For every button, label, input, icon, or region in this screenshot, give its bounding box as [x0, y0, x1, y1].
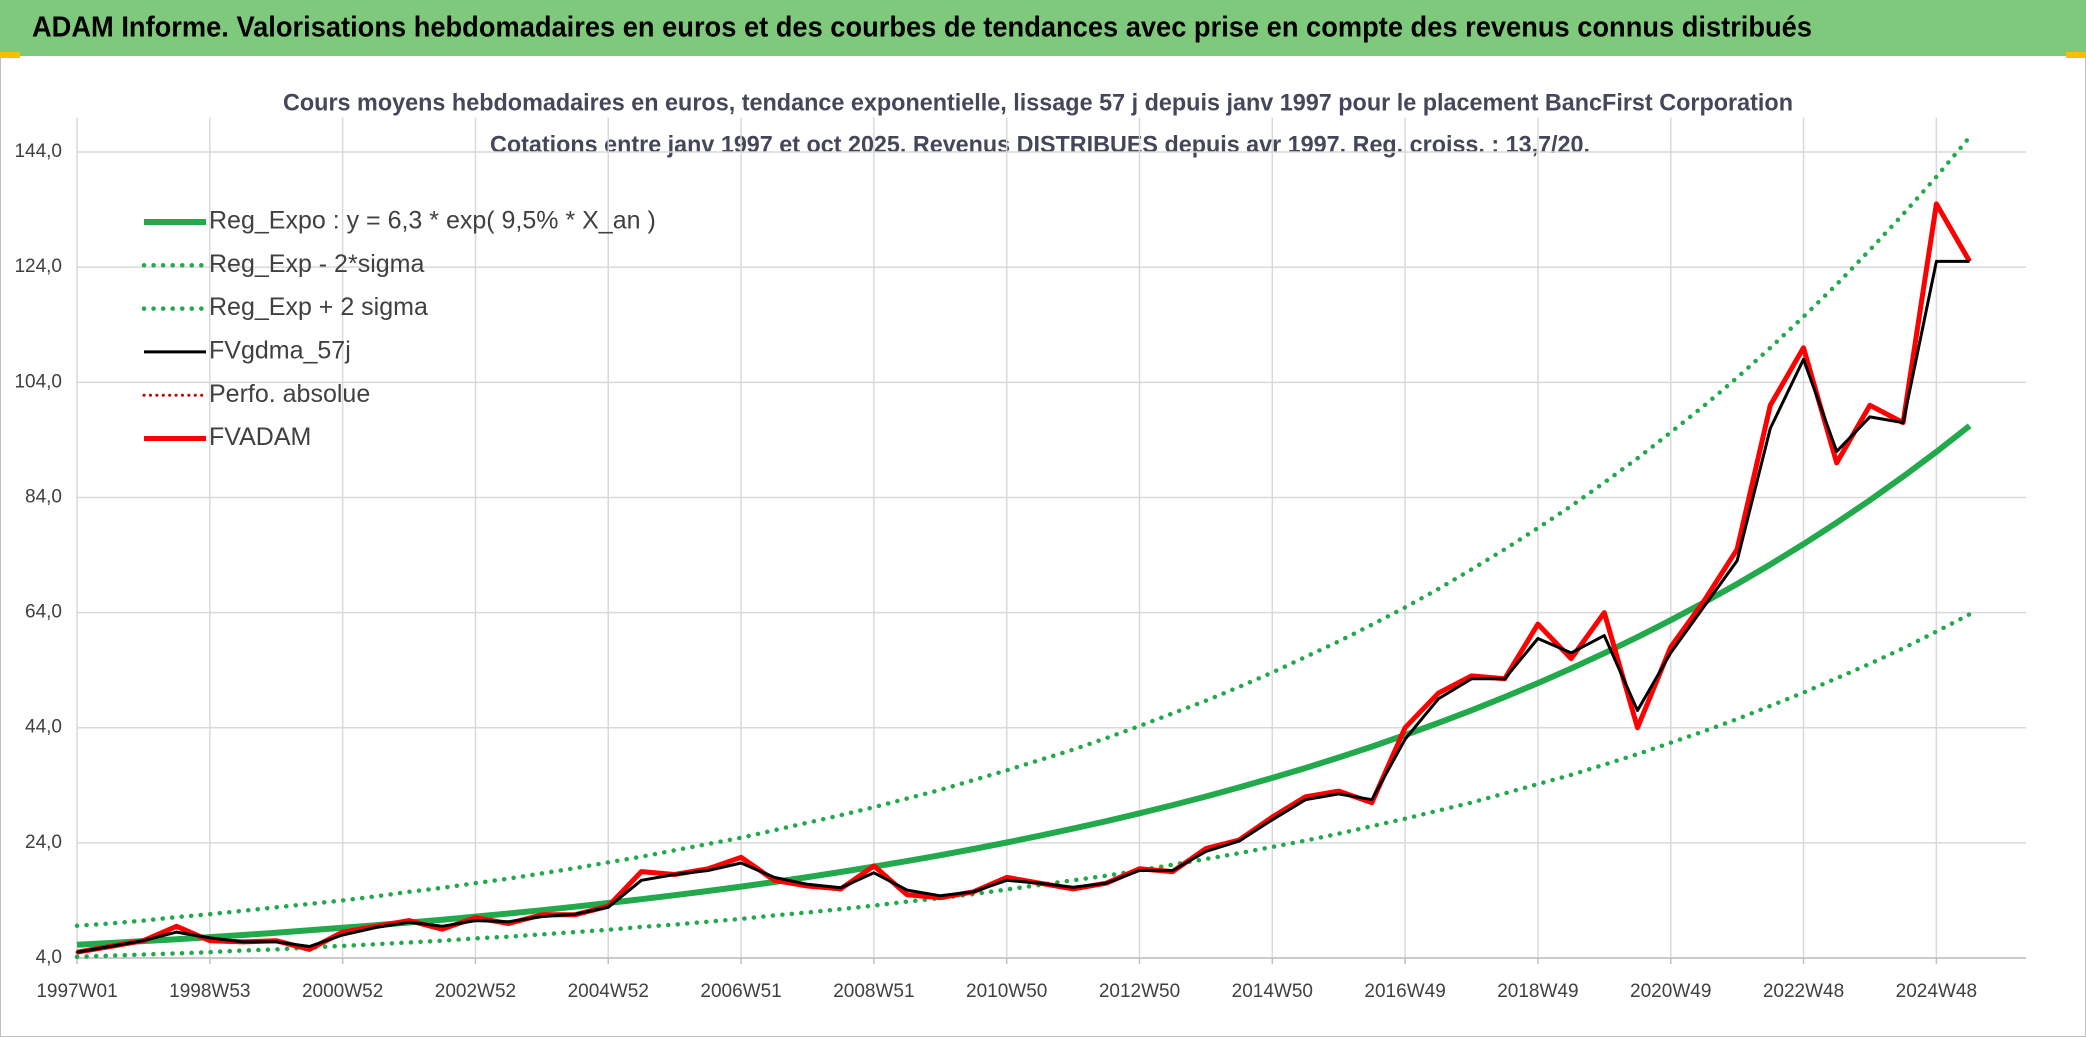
header-title: ADAM Informe. Valorisations hebdomadaire… — [32, 12, 1812, 44]
x-tick-label: 2020W49 — [1630, 981, 1711, 1002]
grid: 4,0 24,0 44,0 64,0 84,0 104,0 124,0 144,0 1997W0… — [14, 117, 2026, 1002]
y-tick-label: 44,0 — [25, 717, 62, 738]
x-tick-label: 2024W48 — [1896, 981, 1977, 1002]
series-line — [76, 259, 1970, 954]
x-tick-label: 1997W01 — [36, 981, 117, 1002]
y-tick-label: 84,0 — [25, 486, 62, 507]
x-tick-label: 2000W52 — [302, 981, 383, 1002]
series-line — [74, 134, 1972, 929]
plot — [74, 134, 1972, 960]
corner-mark — [0, 52, 20, 58]
legend-label: Reg_Exp + 2 sigma — [209, 293, 428, 321]
x-tick-label: 2002W52 — [435, 981, 516, 1002]
x-tick-label: 2004W52 — [568, 981, 649, 1002]
legend-label: Reg_Exp - 2*sigma — [209, 250, 424, 278]
y-tick-label: 144,0 — [14, 141, 62, 162]
x-tick-label: 2012W50 — [1099, 981, 1180, 1002]
y-tick-label: 4,0 — [36, 947, 62, 968]
header-bar — [0, 0, 2086, 56]
legend-label: FVADAM — [209, 423, 311, 451]
x-tick-label: 2016W49 — [1364, 981, 1445, 1002]
chart-subtitle: Cotations entre janv 1997 et oct 2025. R… — [490, 131, 1590, 158]
legend-label: Reg_Expo : y = 6,3 * exp( 9,5% * X_an ) — [209, 207, 656, 235]
legend: Reg_Expo : y = 6,3 * exp( 9,5% * X_an ) R… — [141, 207, 656, 451]
y-tick-label: 24,0 — [25, 832, 62, 853]
y-tick-label: 64,0 — [25, 602, 62, 623]
series-line — [74, 612, 1972, 960]
x-tick-label: 2018W49 — [1497, 981, 1578, 1002]
chart-title: Cours moyens hebdomadaires en euros, ten… — [283, 89, 1793, 116]
corner-mark — [2066, 52, 2086, 58]
x-tick-label: 1998W53 — [169, 981, 250, 1002]
x-tick-label: 2014W50 — [1232, 981, 1313, 1002]
x-tick-label: 2010W50 — [966, 981, 1047, 1002]
y-tick-label: 104,0 — [14, 371, 62, 392]
y-tick-label: 124,0 — [14, 256, 62, 277]
legend-label: Perfo. absolue — [209, 380, 370, 408]
legend-label: FVgdma_57j — [209, 337, 351, 365]
x-tick-label: 2006W51 — [700, 981, 781, 1002]
x-tick-label: 2008W51 — [833, 981, 914, 1002]
x-tick-label: 2022W48 — [1763, 981, 1844, 1002]
